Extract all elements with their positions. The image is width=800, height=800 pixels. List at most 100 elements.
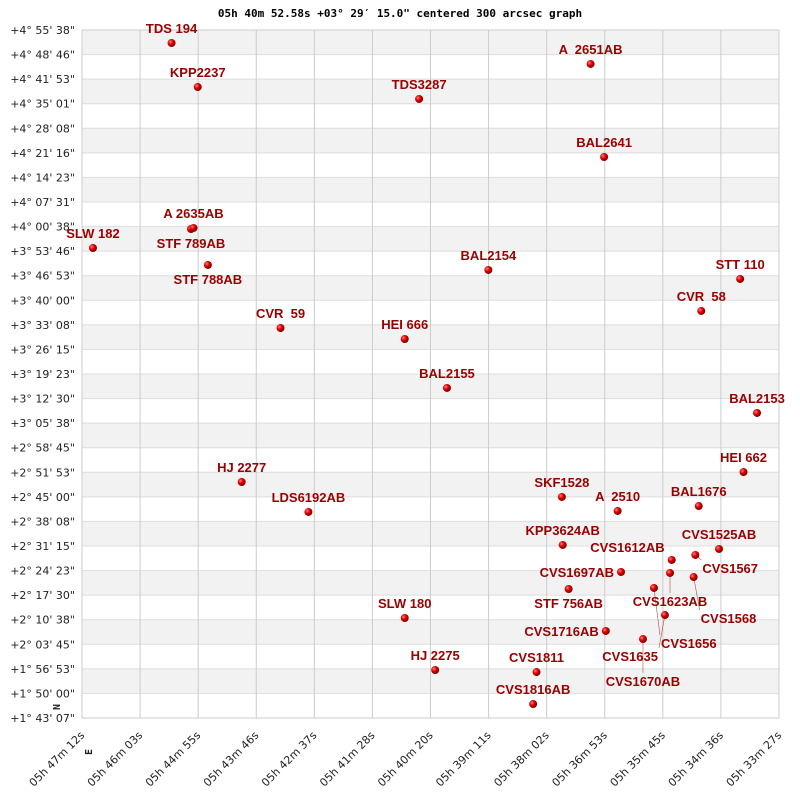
star-point[interactable]: BAL2153: [729, 391, 785, 417]
star-marker[interactable]: [715, 544, 724, 553]
y-tick-label: +3° 33' 08": [10, 319, 75, 332]
star-point[interactable]: TDS 194: [146, 21, 198, 47]
star-label: KPP3624AB: [526, 523, 600, 538]
star-label: CVS1525AB: [682, 527, 756, 542]
star-marker[interactable]: [601, 626, 610, 635]
star-point[interactable]: HJ 2275: [411, 648, 460, 674]
star-point[interactable]: A 2651AB: [559, 42, 623, 68]
star-point[interactable]: CVS1816AB: [496, 682, 570, 709]
star-label: TDS 194: [146, 21, 198, 36]
star-label: CVS1811: [509, 650, 564, 665]
star-marker[interactable]: [532, 668, 541, 677]
star-marker[interactable]: [564, 584, 573, 593]
star-marker[interactable]: [694, 502, 703, 511]
star-point[interactable]: BAL2154: [461, 248, 517, 274]
y-tick-label: +2° 17' 30": [10, 589, 75, 602]
star-marker[interactable]: [304, 507, 313, 516]
star-point[interactable]: CVS1697AB: [540, 565, 626, 580]
star-marker[interactable]: [558, 540, 567, 549]
star-marker[interactable]: [736, 274, 745, 283]
y-tick-label: +2° 51' 53": [10, 466, 75, 479]
star-marker[interactable]: [415, 94, 424, 103]
star-point[interactable]: CVS1716AB: [524, 624, 610, 639]
star-point[interactable]: KPP2237: [170, 65, 226, 92]
star-label: A 2651AB: [559, 42, 623, 57]
star-marker[interactable]: [193, 83, 202, 92]
star-point[interactable]: CVR 59: [256, 306, 305, 332]
x-tick-label: 05h 42m 37s: [259, 729, 320, 790]
star-point[interactable]: A 2510: [595, 489, 640, 515]
star-label: BAL1676: [671, 484, 727, 499]
star-point[interactable]: BAL2641: [576, 135, 632, 161]
star-marker[interactable]: [739, 468, 748, 477]
star-label: BAL2153: [729, 391, 785, 406]
star-marker[interactable]: [697, 306, 706, 315]
star-marker[interactable]: [400, 613, 409, 622]
star-point[interactable]: CVR 58: [677, 289, 726, 315]
star-marker[interactable]: [660, 611, 669, 620]
star-point[interactable]: STT 110: [716, 257, 765, 283]
star-marker[interactable]: [529, 700, 538, 709]
star-point[interactable]: STF 788AB: [174, 260, 243, 287]
star-marker[interactable]: [586, 59, 595, 68]
star-point[interactable]: HEI 666: [381, 317, 428, 344]
label-leader-line: [653, 587, 661, 636]
star-point[interactable]: CVS1670AB: [606, 635, 680, 689]
star-marker[interactable]: [753, 408, 762, 417]
x-tick-label: 05h 38m 02s: [491, 729, 552, 790]
y-tick-label: +1° 43' 07": [10, 712, 75, 725]
star-point[interactable]: BAL2155: [419, 366, 475, 392]
star-marker[interactable]: [484, 265, 493, 274]
star-point[interactable]: CVS1525AB: [682, 527, 756, 553]
star-point[interactable]: CVS1567: [691, 550, 758, 576]
star-marker[interactable]: [189, 223, 198, 232]
y-tick-label: +4° 28' 08": [10, 122, 75, 135]
x-tick-label: 05h 44m 55s: [143, 729, 204, 790]
star-marker[interactable]: [689, 573, 698, 582]
x-tick-label: 05h 41m 28s: [317, 729, 378, 790]
star-marker[interactable]: [557, 492, 566, 501]
x-tick-label: 05h 43m 46s: [201, 729, 262, 790]
star-marker[interactable]: [203, 260, 212, 269]
star-point[interactable]: CVS1623AB: [633, 568, 707, 609]
star-point[interactable]: A 2635AB: [163, 206, 224, 232]
star-point[interactable]: SLW 182: [66, 226, 120, 252]
star-marker[interactable]: [442, 383, 451, 392]
star-marker[interactable]: [600, 152, 609, 161]
star-marker[interactable]: [666, 568, 675, 577]
y-tick-label: +3° 05' 38": [10, 417, 75, 430]
star-marker[interactable]: [638, 635, 647, 644]
east-marker: E: [84, 749, 95, 755]
star-marker[interactable]: [167, 38, 176, 47]
star-marker[interactable]: [613, 506, 622, 515]
star-point[interactable]: LDS6192AB: [272, 490, 346, 516]
star-label: SLW 182: [66, 226, 119, 241]
star-point[interactable]: SKF1528: [534, 475, 589, 501]
star-marker[interactable]: [431, 665, 440, 674]
star-point[interactable]: STF 756AB: [534, 584, 603, 611]
star-point[interactable]: CVS1635: [602, 611, 669, 664]
star-point[interactable]: CVS1612AB: [590, 540, 676, 564]
star-marker[interactable]: [237, 478, 246, 487]
chart-title: 05h 40m 52.58s +03° 29′ 15.0" centered 3…: [218, 7, 582, 20]
star-point[interactable]: TDS3287: [392, 77, 447, 103]
star-marker[interactable]: [276, 323, 285, 332]
star-marker[interactable]: [649, 583, 658, 592]
star-point[interactable]: BAL1676: [671, 484, 727, 511]
star-marker[interactable]: [400, 335, 409, 344]
plot-frame: [81, 29, 780, 719]
star-point[interactable]: CVS1811: [509, 650, 564, 677]
star-marker[interactable]: [617, 568, 626, 577]
star-point[interactable]: HEI 662: [720, 450, 767, 477]
star-label: STT 110: [716, 257, 765, 272]
star-point[interactable]: CVS1656: [649, 583, 717, 651]
star-point[interactable]: CVS1568: [689, 573, 757, 626]
star-marker[interactable]: [691, 550, 700, 559]
star-point[interactable]: SLW 180: [378, 596, 431, 622]
star-point[interactable]: HJ 2277: [217, 460, 266, 487]
x-tick-label: 05h 35m 45s: [608, 729, 669, 790]
star-point[interactable]: KPP3624AB: [526, 523, 600, 549]
star-marker[interactable]: [88, 243, 97, 252]
star-label: KPP2237: [170, 65, 226, 80]
star-marker[interactable]: [667, 555, 676, 564]
